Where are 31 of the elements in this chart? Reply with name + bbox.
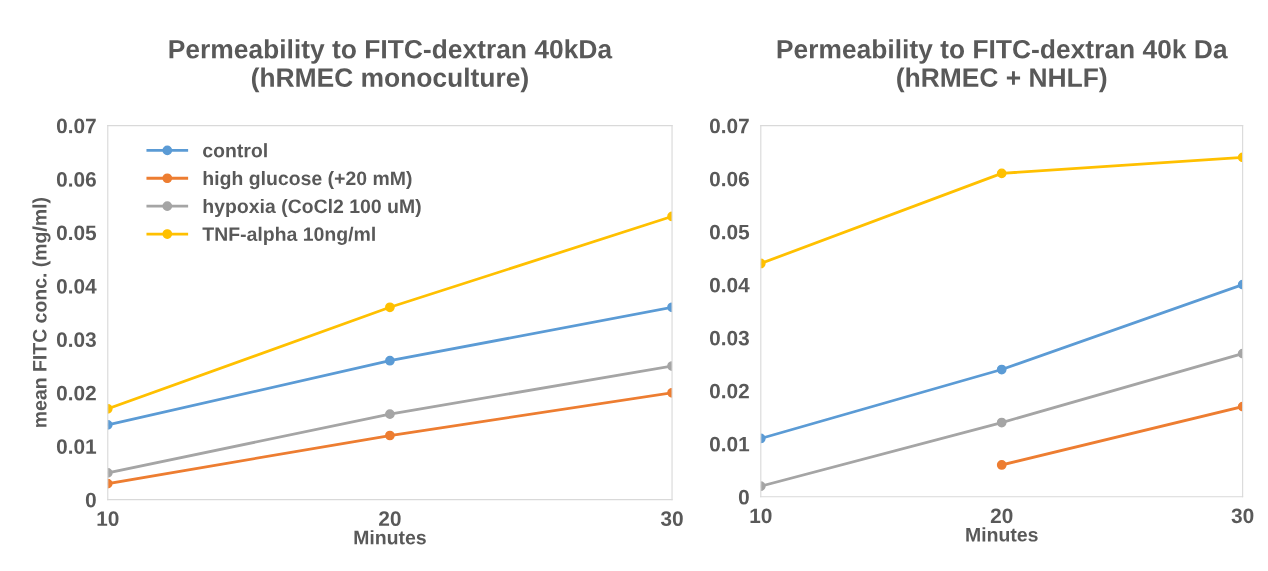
legend-label: TNF-alpha 10ng/ml [202,226,375,245]
y-tick-label: 0.04 [56,278,97,294]
x-tick-label: 20 [990,508,1013,524]
y-tick-label: 0.04 [709,277,750,293]
y-tick-label: 0.05 [56,225,97,241]
legend-label: hypoxia (CoCl2 100 uM) [203,198,421,218]
y-tick-label: 0.07 [56,118,96,134]
y-tick-label: 0.07 [709,118,749,134]
legend-label: control [203,143,267,158]
y-tick-label: 0.05 [709,224,750,240]
y-tick-label: 0.06 [709,171,749,187]
y-tick-label: 0 [738,489,749,505]
x-tick-label: 30 [660,511,683,527]
x-axis-title: Minutes [966,527,1038,542]
x-tick-label: 30 [1231,508,1254,524]
chart-title: Permeability to FITC-dextran 40kDa (hRMEC monoculture) [169,39,613,93]
x-tick-label: 10 [750,508,772,524]
y-tick-label: 0.02 [709,383,749,399]
x-tick-label: 20 [379,511,401,527]
x-axis-title: Minutes [354,530,426,545]
y-tick-label: 0.02 [56,385,96,401]
legend-label: high glucose (+20 mM) [203,170,412,190]
y-tick-label: 0.01 [709,436,750,452]
y-tick-label: 0 [85,492,96,508]
y-tick-label: 0.03 [709,330,749,346]
y-tick-label: 0.03 [56,332,96,348]
y-tick-label: 0.06 [56,172,96,187]
y-axis-title: mean FITC conc. (mg/ml) [32,197,51,427]
chart-title: Permeability to FITC-dextran 40k Da (hRMEC + NHLF) [777,39,1228,93]
y-tick-label: 0.01 [56,439,97,454]
x-tick-label: 10 [97,511,119,527]
